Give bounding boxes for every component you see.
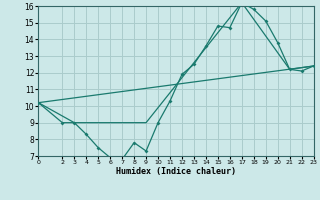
X-axis label: Humidex (Indice chaleur): Humidex (Indice chaleur) [116, 167, 236, 176]
